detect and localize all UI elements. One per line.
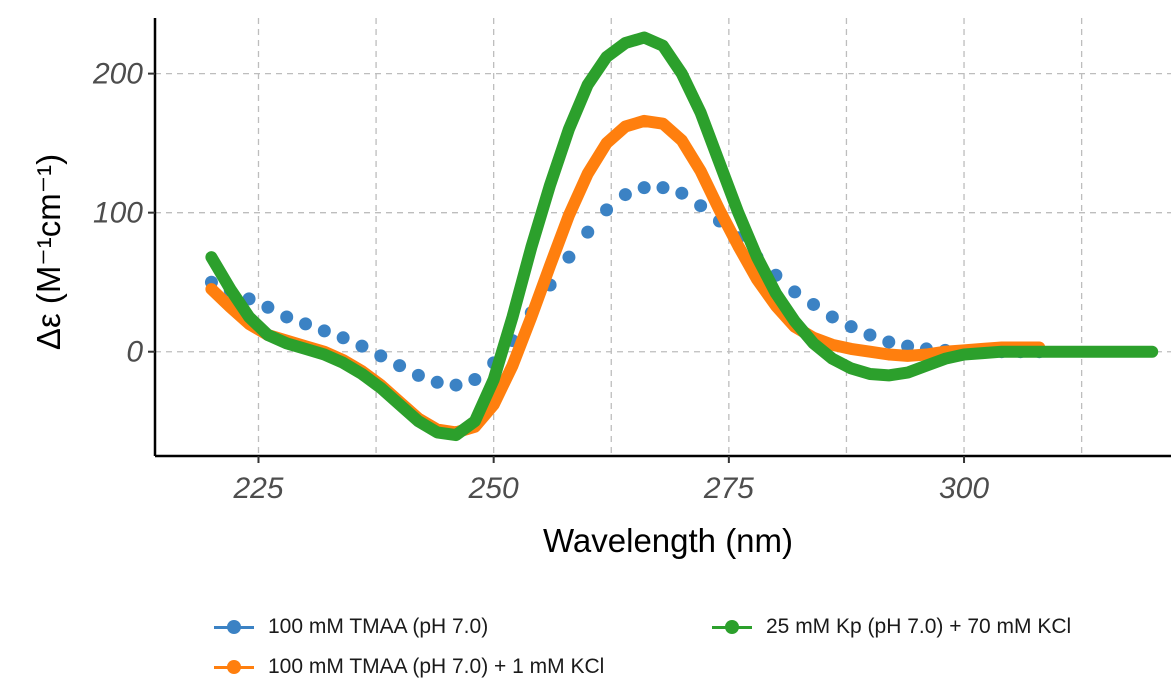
cd-spectrum-chart: 225 250 275 300 0 100 200 Wavelength (nm) Δε (… [30, 18, 1171, 559]
series-point-0-25 [675, 186, 689, 200]
series-point-0-34 [844, 320, 858, 334]
series-point-0-35 [863, 328, 877, 342]
legend: 100 mM TMAA (pH 7.0) 100 mM TMAA (pH 7.0… [0, 600, 1171, 686]
series-point-0-37 [901, 339, 915, 353]
series-point-0-7 [336, 331, 350, 345]
series-point-0-33 [825, 310, 839, 324]
series-point-0-13 [449, 378, 463, 392]
legend-item-2: 25 mM Kp (pH 7.0) + 70 mM KCl [708, 612, 1071, 642]
axes [153, 18, 1171, 458]
legend-key-1 [210, 652, 258, 682]
x-tick-label-3: 300 [939, 472, 989, 505]
series-point-0-36 [882, 335, 896, 349]
series-point-0-8 [355, 339, 369, 353]
series-point-0-19 [562, 250, 576, 264]
series-point-0-20 [581, 225, 595, 239]
series-line-1 [205, 114, 1046, 439]
y-tick-label-0: 0 [126, 336, 143, 369]
x-tick-label-2: 275 [703, 472, 754, 505]
gridlines [155, 18, 1171, 456]
legend-key-2 [708, 612, 756, 642]
series-1 [205, 114, 1046, 439]
series-point-0-22 [618, 188, 632, 202]
x-tick-label-1: 250 [468, 472, 519, 505]
y-axis-title: Δε (M⁻¹cm⁻¹) [30, 154, 67, 350]
plot-series [204, 31, 1159, 442]
series-point-0-23 [637, 181, 651, 195]
series-point-0-26 [694, 199, 708, 213]
y-tick-label-1: 100 [93, 197, 143, 230]
x-tick-label-0: 225 [232, 472, 283, 505]
legend-item-1: 100 mM TMAA (pH 7.0) + 1 mM KCl [210, 652, 604, 682]
series-point-0-32 [807, 297, 821, 311]
series-point-0-9 [374, 349, 388, 363]
legend-label-1: 100 mM TMAA (pH 7.0) + 1 mM KCl [268, 655, 605, 678]
x-axis-title: Wavelength (nm) [543, 522, 793, 559]
series-point-0-12 [430, 375, 444, 389]
y-tick-label-2: 200 [92, 58, 143, 91]
series-point-0-11 [411, 368, 425, 382]
legend-label-2: 25 mM Kp (pH 7.0) + 70 mM KCl [766, 615, 1072, 638]
legend-item-0: 100 mM TMAA (pH 7.0) [210, 612, 488, 642]
series-2 [205, 31, 1159, 442]
series-point-0-10 [393, 359, 407, 373]
series-point-0-14 [468, 373, 482, 387]
series-point-0-6 [317, 324, 331, 338]
series-point-0-5 [299, 317, 313, 331]
legend-label-0: 100 mM TMAA (pH 7.0) [268, 615, 489, 638]
series-line-2 [205, 31, 1159, 442]
series-point-0-24 [656, 181, 670, 195]
series-point-0-21 [600, 203, 614, 217]
series-point-0-31 [788, 285, 802, 299]
series-point-0-4 [280, 310, 294, 324]
legend-key-0 [210, 612, 258, 642]
series-point-0-3 [261, 300, 275, 314]
tick-labels: 225 250 275 300 0 100 200 [92, 58, 989, 505]
